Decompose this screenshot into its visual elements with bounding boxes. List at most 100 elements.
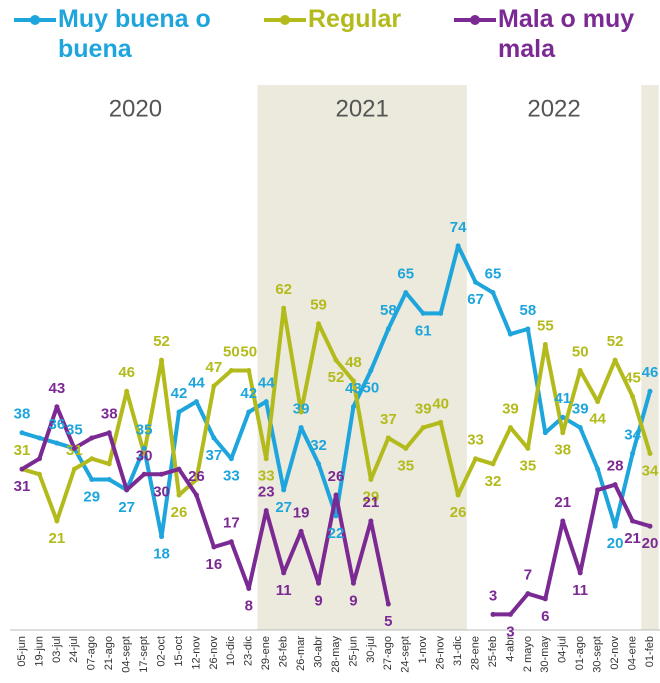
data-label: 16 — [206, 556, 223, 573]
point — [159, 357, 165, 363]
data-label: 44 — [188, 375, 205, 392]
data-label: 38 — [14, 406, 31, 423]
point — [333, 357, 339, 363]
point — [560, 430, 566, 436]
x-tick-label: 01-feb — [644, 636, 656, 667]
data-label: 35 — [520, 457, 537, 474]
x-tick-label: 30-may — [539, 636, 551, 673]
x-tick-label: 24-jul — [68, 636, 80, 663]
point — [368, 367, 374, 373]
point — [36, 471, 42, 477]
x-tick-label: 01-ago — [574, 636, 586, 670]
data-label: 27 — [118, 499, 135, 516]
period-label: 2020 — [109, 95, 162, 122]
point — [176, 466, 182, 472]
point — [106, 430, 112, 436]
point — [298, 425, 304, 431]
x-tick-label: 28-ene — [469, 636, 481, 670]
x-tick-label: 15-oct — [173, 636, 185, 667]
point — [19, 466, 25, 472]
legend-icon — [264, 15, 306, 25]
data-label: 33 — [258, 468, 275, 485]
point — [54, 404, 60, 410]
point — [246, 585, 252, 591]
point — [542, 342, 548, 348]
point — [141, 451, 147, 457]
point — [560, 518, 566, 524]
data-label: 58 — [380, 302, 397, 319]
x-tick-label: 4-abr — [504, 636, 516, 662]
data-label: 34 — [624, 426, 641, 443]
point — [630, 393, 636, 399]
x-tick-label: 30-abr — [312, 636, 324, 668]
series-line — [20, 404, 652, 617]
point — [211, 544, 217, 550]
point — [124, 388, 130, 394]
data-label: 28 — [607, 458, 624, 475]
x-tick-label: 29-ene — [260, 636, 272, 670]
point — [193, 492, 199, 498]
data-label: 52 — [328, 369, 345, 386]
data-label: 50 — [223, 343, 240, 360]
data-label: 42 — [171, 385, 188, 402]
point — [228, 367, 234, 373]
data-label: 59 — [310, 297, 327, 314]
data-label: 65 — [485, 266, 502, 283]
data-label: 11 — [276, 582, 292, 599]
data-label: 39 — [415, 401, 432, 418]
point — [36, 456, 42, 462]
point — [316, 461, 322, 467]
point — [420, 310, 426, 316]
data-label: 39 — [502, 401, 519, 418]
data-label: 7 — [524, 567, 532, 584]
point — [89, 456, 95, 462]
point — [455, 492, 461, 498]
x-tick-label: 03-jul — [51, 636, 63, 663]
point — [316, 580, 322, 586]
data-label: 46 — [118, 364, 135, 381]
point — [176, 492, 182, 498]
data-label: 41 — [554, 390, 571, 407]
point — [263, 399, 269, 405]
point — [71, 466, 77, 472]
point — [542, 430, 548, 436]
point — [403, 445, 409, 451]
data-label: 40 — [432, 395, 449, 412]
data-label: 33 — [223, 468, 240, 485]
data-label: 3 — [506, 623, 514, 640]
x-tick-label: 26-feb — [278, 636, 290, 667]
data-label: 21 — [49, 530, 66, 547]
data-label: 62 — [275, 281, 292, 298]
point — [630, 451, 636, 457]
x-tick-label: 17-sept — [138, 636, 150, 673]
period-label: 2021 — [335, 95, 388, 122]
point — [542, 596, 548, 602]
point — [159, 534, 165, 540]
data-label: 39 — [572, 401, 589, 418]
point — [246, 367, 252, 373]
point — [281, 570, 287, 576]
point — [263, 456, 269, 462]
point — [385, 601, 391, 607]
x-tick-label: 10-dic — [225, 636, 237, 666]
point — [211, 435, 217, 441]
data-label: 20 — [607, 535, 624, 552]
point — [176, 409, 182, 415]
point — [333, 513, 339, 519]
data-label: 43 — [49, 380, 66, 397]
point — [298, 528, 304, 534]
point — [577, 367, 583, 373]
data-label: 47 — [206, 359, 223, 376]
x-tick-label: 1-nov — [417, 636, 429, 664]
point — [507, 425, 513, 431]
point — [438, 310, 444, 316]
x-tick-label: 27-ago — [382, 636, 394, 670]
data-label: 42 — [240, 385, 257, 402]
point — [595, 466, 601, 472]
data-label: 67 — [467, 291, 484, 308]
x-tick-label: 2 mayo — [522, 636, 534, 672]
data-label: 50 — [572, 343, 589, 360]
point — [281, 305, 287, 311]
data-label: 29 — [363, 488, 380, 505]
